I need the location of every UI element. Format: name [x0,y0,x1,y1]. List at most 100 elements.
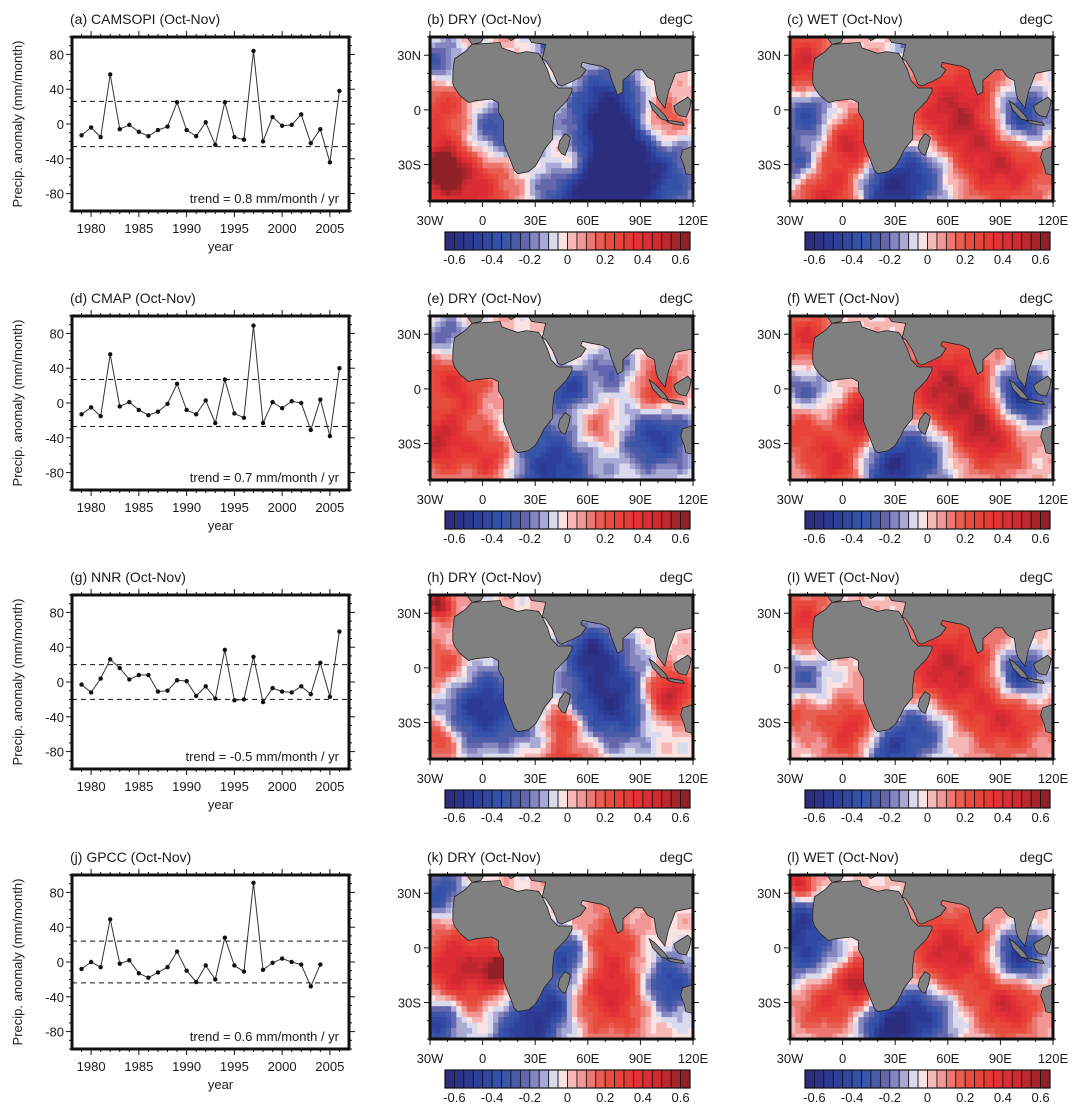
field-cell [535,162,542,169]
field-cell [498,430,505,437]
field-cell [435,348,442,355]
field-cell [1026,108,1033,115]
field-cell [561,102,568,109]
field-cell [837,119,844,126]
field-cell [487,463,494,470]
field-cell [461,102,468,109]
field-cell [811,168,817,175]
field-cell [645,354,652,361]
field-cell [640,151,647,158]
field-cell [1016,140,1023,147]
field-cell [910,173,917,180]
field-cell [847,173,854,180]
field-cell [995,102,1001,109]
field-cell [519,458,526,465]
field-cell [1021,129,1028,136]
field-cell [963,86,970,93]
field-cell [805,179,812,186]
field-cell [566,474,573,480]
field-cell [790,37,796,44]
field-cell [671,75,678,82]
field-cell [963,184,970,191]
field-cell [832,162,838,169]
field-cell [963,135,970,142]
field-cell [535,447,542,454]
field-cell [487,140,494,147]
field-cell [550,458,557,465]
field-cell [645,430,652,437]
data-point [213,420,218,426]
field-cell [853,190,859,197]
field-cell [608,430,615,437]
data-point [270,114,275,120]
field-cell [1026,146,1033,153]
field-cell [1042,86,1049,93]
field-cell [1042,91,1049,98]
field-cell [614,441,620,448]
field-cell [645,119,652,126]
field-cell [645,135,652,142]
field-cell [577,354,584,361]
field-cell [461,157,468,164]
field-cell [805,37,812,44]
field-cell [821,179,828,186]
field-cell [472,381,478,388]
y-tick-label: 40 [50,82,64,97]
field-cell [640,398,647,405]
field-cell [445,316,452,323]
field-cell [926,173,933,180]
field-cell [921,157,928,164]
field-cell [430,179,436,186]
field-cell [461,37,468,44]
field-cell [624,376,631,383]
field-cell [593,80,599,87]
unit-label: degC [660,290,693,306]
field-cell [472,113,478,120]
field-cell [466,162,473,169]
field-cell [1037,151,1044,158]
field-cell [853,162,859,169]
field-cell [1021,124,1028,131]
field-cell [989,195,996,201]
field-cell [1026,162,1033,169]
field-cell [619,392,626,399]
lon-label: 120E [678,213,709,228]
field-cell [1042,173,1049,180]
field-cell [650,414,657,421]
field-cell [656,151,663,158]
field-cell [456,326,463,333]
field-cell [550,436,557,443]
field-cell [466,425,473,432]
field-cell [566,124,573,131]
field-cell [821,140,828,147]
field-cell [566,436,573,443]
field-cell [1016,102,1023,109]
land-mass [680,145,693,176]
field-cell [582,469,589,476]
field-cell [790,124,796,131]
colorbar-box [1002,231,1013,251]
field-cell [593,140,599,147]
field-cell [598,452,605,459]
field-cell [461,124,468,131]
field-cell [582,398,589,405]
field-cell [466,135,473,142]
field-cell [853,129,859,136]
field-cell [519,469,526,476]
field-cell [435,387,442,394]
field-cell [984,129,991,136]
field-cell [656,102,663,109]
field-cell [635,162,641,169]
field-cell [482,398,489,405]
y-axis-label: Precip. anomaly (mm/month) [10,320,25,487]
field-cell [635,408,641,415]
field-cell [805,173,812,180]
field-cell [430,37,436,44]
field-cell [1047,91,1053,98]
field-cell [608,157,615,164]
field-cell [619,403,626,410]
field-cell [461,151,468,158]
field-cell [545,436,552,443]
data-point [98,134,103,140]
field-cell [826,113,833,120]
